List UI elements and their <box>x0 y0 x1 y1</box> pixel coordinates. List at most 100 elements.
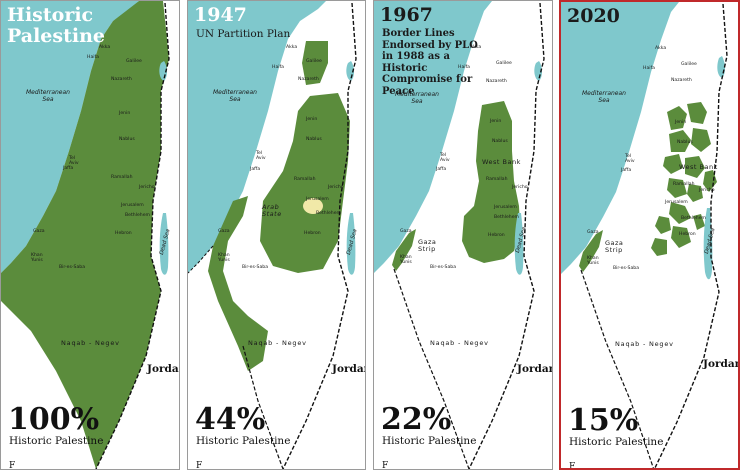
place-haifa: Haifa <box>87 55 99 60</box>
map-1967-svg <box>374 1 545 469</box>
border-dashed-negev <box>580 269 654 468</box>
jordan-label: Jordan <box>147 363 179 375</box>
percent-label: Historic Palestine <box>196 435 291 447</box>
place-khan-yunis: Khan Yunis <box>31 253 43 263</box>
border-dashed-negev <box>242 345 284 469</box>
arab-state-label: Arab State <box>262 203 282 218</box>
place-khan-yunis: Khan Yunis <box>400 255 412 265</box>
place-khan-yunis: Khan Yunis <box>218 253 230 263</box>
jordan-label: Jordan <box>517 363 553 375</box>
negev-label: Naqab - Negev <box>430 339 489 347</box>
west-bank-label: West Bank <box>679 163 718 171</box>
west-bank-enclaves <box>651 102 717 256</box>
panel-subtitle: Border Lines Endorsed by PLO in 1988 as … <box>382 28 478 97</box>
place-gaza: Gaza <box>33 229 45 234</box>
dead-sea <box>346 213 356 275</box>
border-dashed <box>282 2 357 469</box>
jerusalem-zone <box>303 198 323 214</box>
map-panel-1967: 1967 Border Lines Endorsed by PLO in 198… <box>373 0 553 470</box>
place-jericho: Jericho <box>139 185 155 190</box>
place-ramallah: Ramallah <box>294 177 316 182</box>
place-bethlehem: Bethlehem <box>681 216 707 221</box>
place-akka: Akka <box>99 45 111 50</box>
map-2020-svg <box>561 2 728 468</box>
footer-fragment: F <box>9 461 16 470</box>
sea-area <box>561 2 679 274</box>
place-akka: Akka <box>655 46 667 51</box>
footer-fragment: F <box>382 461 389 470</box>
historic-palestine-land <box>1 1 169 469</box>
map-panel-1947: 1947 UN Partition Plan Mediterranean Sea… <box>187 0 366 470</box>
border-dashed-west <box>188 245 214 274</box>
place-bethlehem: Bethlehem <box>494 215 520 220</box>
place-jenin: Jenin <box>306 117 318 122</box>
sea-label: Mediterranean Sea <box>395 91 439 105</box>
place-nazareth: Nazareth <box>671 78 692 83</box>
place-tel-aviv: Tel Aviv <box>625 154 635 164</box>
sea-area <box>1 1 139 273</box>
place-bir-es-saba: Bir-es-Saba <box>613 266 640 271</box>
percent-value: 22% <box>381 402 452 437</box>
place-jenin: Jenin <box>675 120 687 125</box>
percent-value: 15% <box>568 403 639 438</box>
panel-subtitle: UN Partition Plan <box>196 28 291 40</box>
percent-value: 100% <box>8 402 100 437</box>
gaza-strip-label: Gaza Strip <box>605 239 624 254</box>
place-hebron: Hebron <box>679 232 696 237</box>
panel-title: 2020 <box>567 5 620 27</box>
gaza-strip <box>392 229 416 271</box>
map-historic-svg <box>1 1 170 469</box>
place-haifa: Haifa <box>643 66 655 71</box>
dead-sea <box>514 213 524 275</box>
percent-label: Historic Palestine <box>382 435 477 447</box>
place-akka: Akka <box>286 45 298 50</box>
place-jerusalem: Jerusalem <box>494 205 517 210</box>
percent-value: 44% <box>195 402 266 437</box>
border-dashed-negev <box>393 268 470 469</box>
place-akka: Akka <box>470 45 482 50</box>
footer-fragment: F <box>569 462 576 470</box>
place-ramallah: Ramallah <box>486 177 508 182</box>
place-jaffa: Jaffa <box>436 167 447 172</box>
place-tel-aviv: Tel Aviv <box>256 151 266 161</box>
negev-label: Naqab - Negev <box>248 339 307 347</box>
place-hebron: Hebron <box>115 231 132 236</box>
place-tel-aviv: Tel Aviv <box>69 156 79 166</box>
percent-label: Historic Palestine <box>9 435 104 447</box>
place-bir-es-saba: Bir-es-Saba <box>242 265 269 270</box>
place-jericho: Jericho <box>699 188 715 193</box>
sea-area <box>188 1 326 273</box>
place-haifa: Haifa <box>458 65 470 70</box>
west-bank <box>462 101 520 263</box>
place-jaffa: Jaffa <box>621 168 632 173</box>
place-gaza: Gaza <box>587 230 599 235</box>
gaza-strip <box>579 230 603 272</box>
place-hebron: Hebron <box>488 233 505 238</box>
place-jerusalem: Jerusalem <box>121 203 144 208</box>
negev-label: Naqab - Negev <box>61 339 120 347</box>
place-galilee: Galilee <box>681 62 697 67</box>
place-jerusalem: Jerusalem <box>665 200 688 205</box>
place-jerusalem: Jerusalem <box>306 197 329 202</box>
percent-label: Historic Palestine <box>569 436 664 448</box>
border-dashed <box>468 2 545 469</box>
place-nazareth: Nazareth <box>298 77 319 82</box>
place-bethlehem: Bethlehem <box>125 213 151 218</box>
sea-label: Mediterranean Sea <box>582 90 626 104</box>
footer-fragment: F <box>196 461 203 470</box>
place-gaza: Gaza <box>400 229 412 234</box>
place-nablus: Nablus <box>677 140 693 145</box>
gaza-strip-label: Gaza Strip <box>418 238 437 253</box>
map-1947-svg <box>188 1 357 469</box>
sea-label: Mediterranean Sea <box>213 89 257 103</box>
panel-title: Historic Palestine <box>7 4 105 47</box>
place-jaffa: Jaffa <box>63 166 74 171</box>
arab-gaza-strip <box>208 196 268 371</box>
border-dashed <box>95 2 170 469</box>
map-panel-2020: 2020 Mediterranean Sea Akka Haifa Galile… <box>559 0 740 470</box>
map-panel-historic: Historic Palestine Mediterranean Sea Akk… <box>0 0 180 470</box>
place-gaza: Gaza <box>218 229 230 234</box>
arab-galilee <box>302 41 328 85</box>
negev-label: Naqab - Negev <box>615 340 674 348</box>
place-khan-yunis: Khan Yunis <box>587 256 599 266</box>
